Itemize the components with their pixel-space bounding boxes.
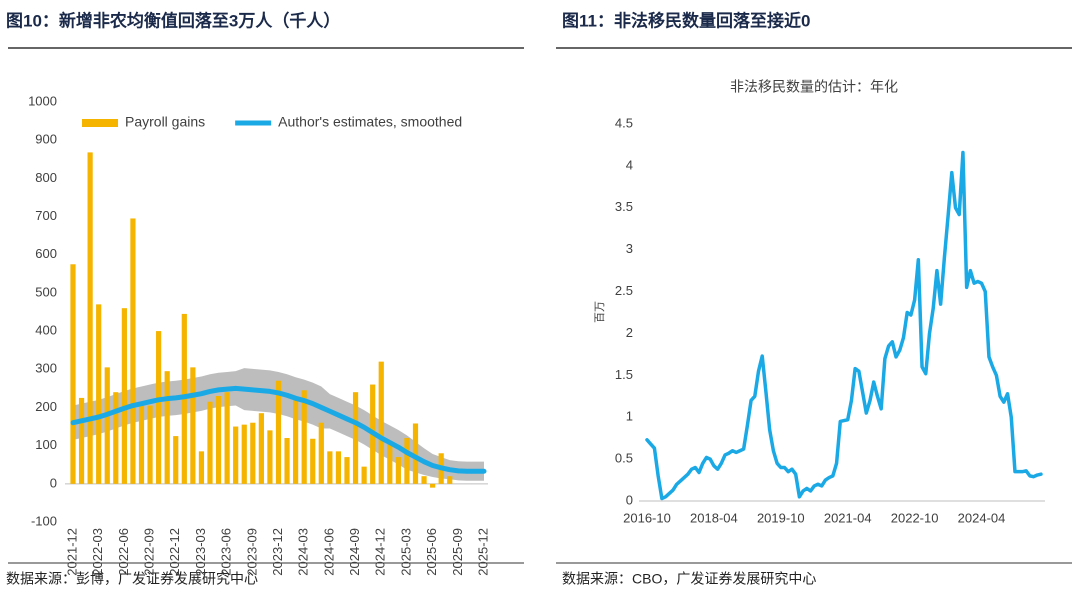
y-tick-label: 200 — [35, 399, 57, 414]
x-tick-label: 2022-09 — [142, 528, 157, 576]
bar — [190, 367, 196, 484]
bar — [215, 396, 222, 484]
bar — [387, 443, 393, 484]
bar — [395, 457, 401, 484]
bar — [164, 371, 170, 484]
bar — [198, 451, 205, 484]
bar — [87, 152, 93, 484]
bar — [335, 451, 342, 484]
y-tick-label: 4.5 — [615, 115, 633, 130]
x-tick-label: 2023-09 — [244, 528, 259, 576]
bar — [352, 392, 359, 484]
x-tick-label: 2019-10 — [757, 510, 805, 525]
bar — [421, 476, 427, 484]
bar — [284, 438, 290, 484]
y-tick-label: 3.5 — [615, 199, 633, 214]
y-tick-label: 100 — [35, 437, 57, 452]
bar — [361, 466, 367, 484]
x-tick-label: 2022-06 — [116, 528, 131, 576]
line-series — [70, 385, 487, 474]
bar — [327, 451, 333, 484]
bar — [344, 457, 350, 484]
bar — [310, 438, 316, 484]
y-tick-label: 3 — [626, 241, 633, 256]
x-tick-label: 2024-06 — [321, 528, 336, 576]
x-tick-label: 2021-12 — [64, 528, 79, 576]
x-tick-label: 2025-03 — [398, 528, 413, 576]
bar — [130, 218, 136, 484]
x-tick-label: 2025-09 — [450, 528, 465, 576]
y-tick-label: 700 — [35, 208, 57, 223]
y-tick-label: 400 — [35, 323, 57, 338]
y-tick-label: 1 — [626, 409, 633, 424]
y-tick-label: 0 — [626, 492, 633, 507]
bar — [173, 436, 179, 484]
bar — [138, 403, 145, 484]
x-tick-label: 2025-12 — [475, 528, 490, 576]
bar — [250, 422, 256, 484]
bar — [70, 264, 76, 484]
bar — [207, 401, 213, 484]
x-tick-label: 2024-03 — [296, 528, 311, 576]
source-note: 数据来源：彭博，广发证券发展研究中心 — [6, 571, 258, 587]
bar — [275, 380, 282, 484]
bar — [78, 397, 85, 484]
chart-subtitle: 非法移民数量的估计：年化 — [730, 79, 898, 95]
bar — [258, 413, 264, 484]
y-tick-label: 0.5 — [615, 451, 633, 466]
figure-title: 图10：新增非农均衡值回落至3万人（千人） — [6, 10, 340, 30]
x-tick-label: 2023-03 — [193, 528, 208, 576]
figure-title: 图11：非法移民数量回落至接近0 — [562, 10, 810, 30]
y-tick-label: 4 — [626, 157, 633, 172]
bar — [121, 308, 127, 484]
x-tick-label: 2022-10 — [891, 510, 939, 525]
source-note: 数据来源：CBO，广发证券发展研究中心 — [562, 571, 816, 587]
bar — [224, 392, 230, 484]
bar — [147, 405, 153, 484]
x-tick-label: 2024-04 — [958, 510, 1006, 525]
bar — [378, 361, 384, 484]
x-tick-label: 2024-12 — [373, 528, 388, 576]
bar — [293, 399, 299, 484]
bar — [113, 392, 119, 484]
y-tick-label: 300 — [35, 361, 57, 376]
bar — [430, 483, 436, 488]
y-tick-label: 2.5 — [615, 283, 633, 298]
y-axis-label: 百万 — [594, 301, 606, 323]
x-tick-label: 2024-09 — [347, 528, 362, 576]
bar — [96, 304, 102, 484]
x-tick-label: 2021-04 — [824, 510, 872, 525]
legend-swatch — [82, 119, 118, 127]
bar — [104, 367, 110, 484]
bar — [404, 438, 410, 484]
y-tick-label: 900 — [35, 132, 57, 147]
bar — [447, 476, 453, 484]
x-tick-label: 2022-12 — [167, 528, 182, 576]
bar — [318, 422, 324, 484]
x-tick-label: 2023-12 — [270, 528, 285, 576]
legend-label: Author's estimates, smoothed — [278, 114, 462, 130]
x-tick-label: 2023-06 — [219, 528, 234, 576]
legend-label: Payroll gains — [125, 114, 205, 130]
bar — [241, 424, 247, 484]
x-tick-label: 2016-10 — [623, 510, 671, 525]
y-tick-label: 500 — [35, 284, 57, 299]
x-tick-label: 2022-03 — [90, 528, 105, 576]
x-tick-label: 2018-04 — [690, 510, 738, 525]
bar — [412, 423, 419, 484]
bar — [267, 430, 273, 484]
bar — [301, 390, 307, 484]
bar — [156, 331, 162, 484]
y-tick-label: 2 — [626, 325, 633, 340]
y-tick-label: 800 — [35, 170, 57, 185]
bar — [233, 426, 239, 484]
x-tick-label: 2025-06 — [424, 528, 439, 576]
y-tick-label: 1000 — [28, 93, 57, 108]
y-tick-label: -100 — [31, 513, 57, 528]
y-tick-label: 0 — [50, 475, 57, 490]
line-series — [645, 150, 1043, 501]
y-tick-label: 1.5 — [615, 367, 633, 382]
y-tick-label: 600 — [35, 246, 57, 261]
